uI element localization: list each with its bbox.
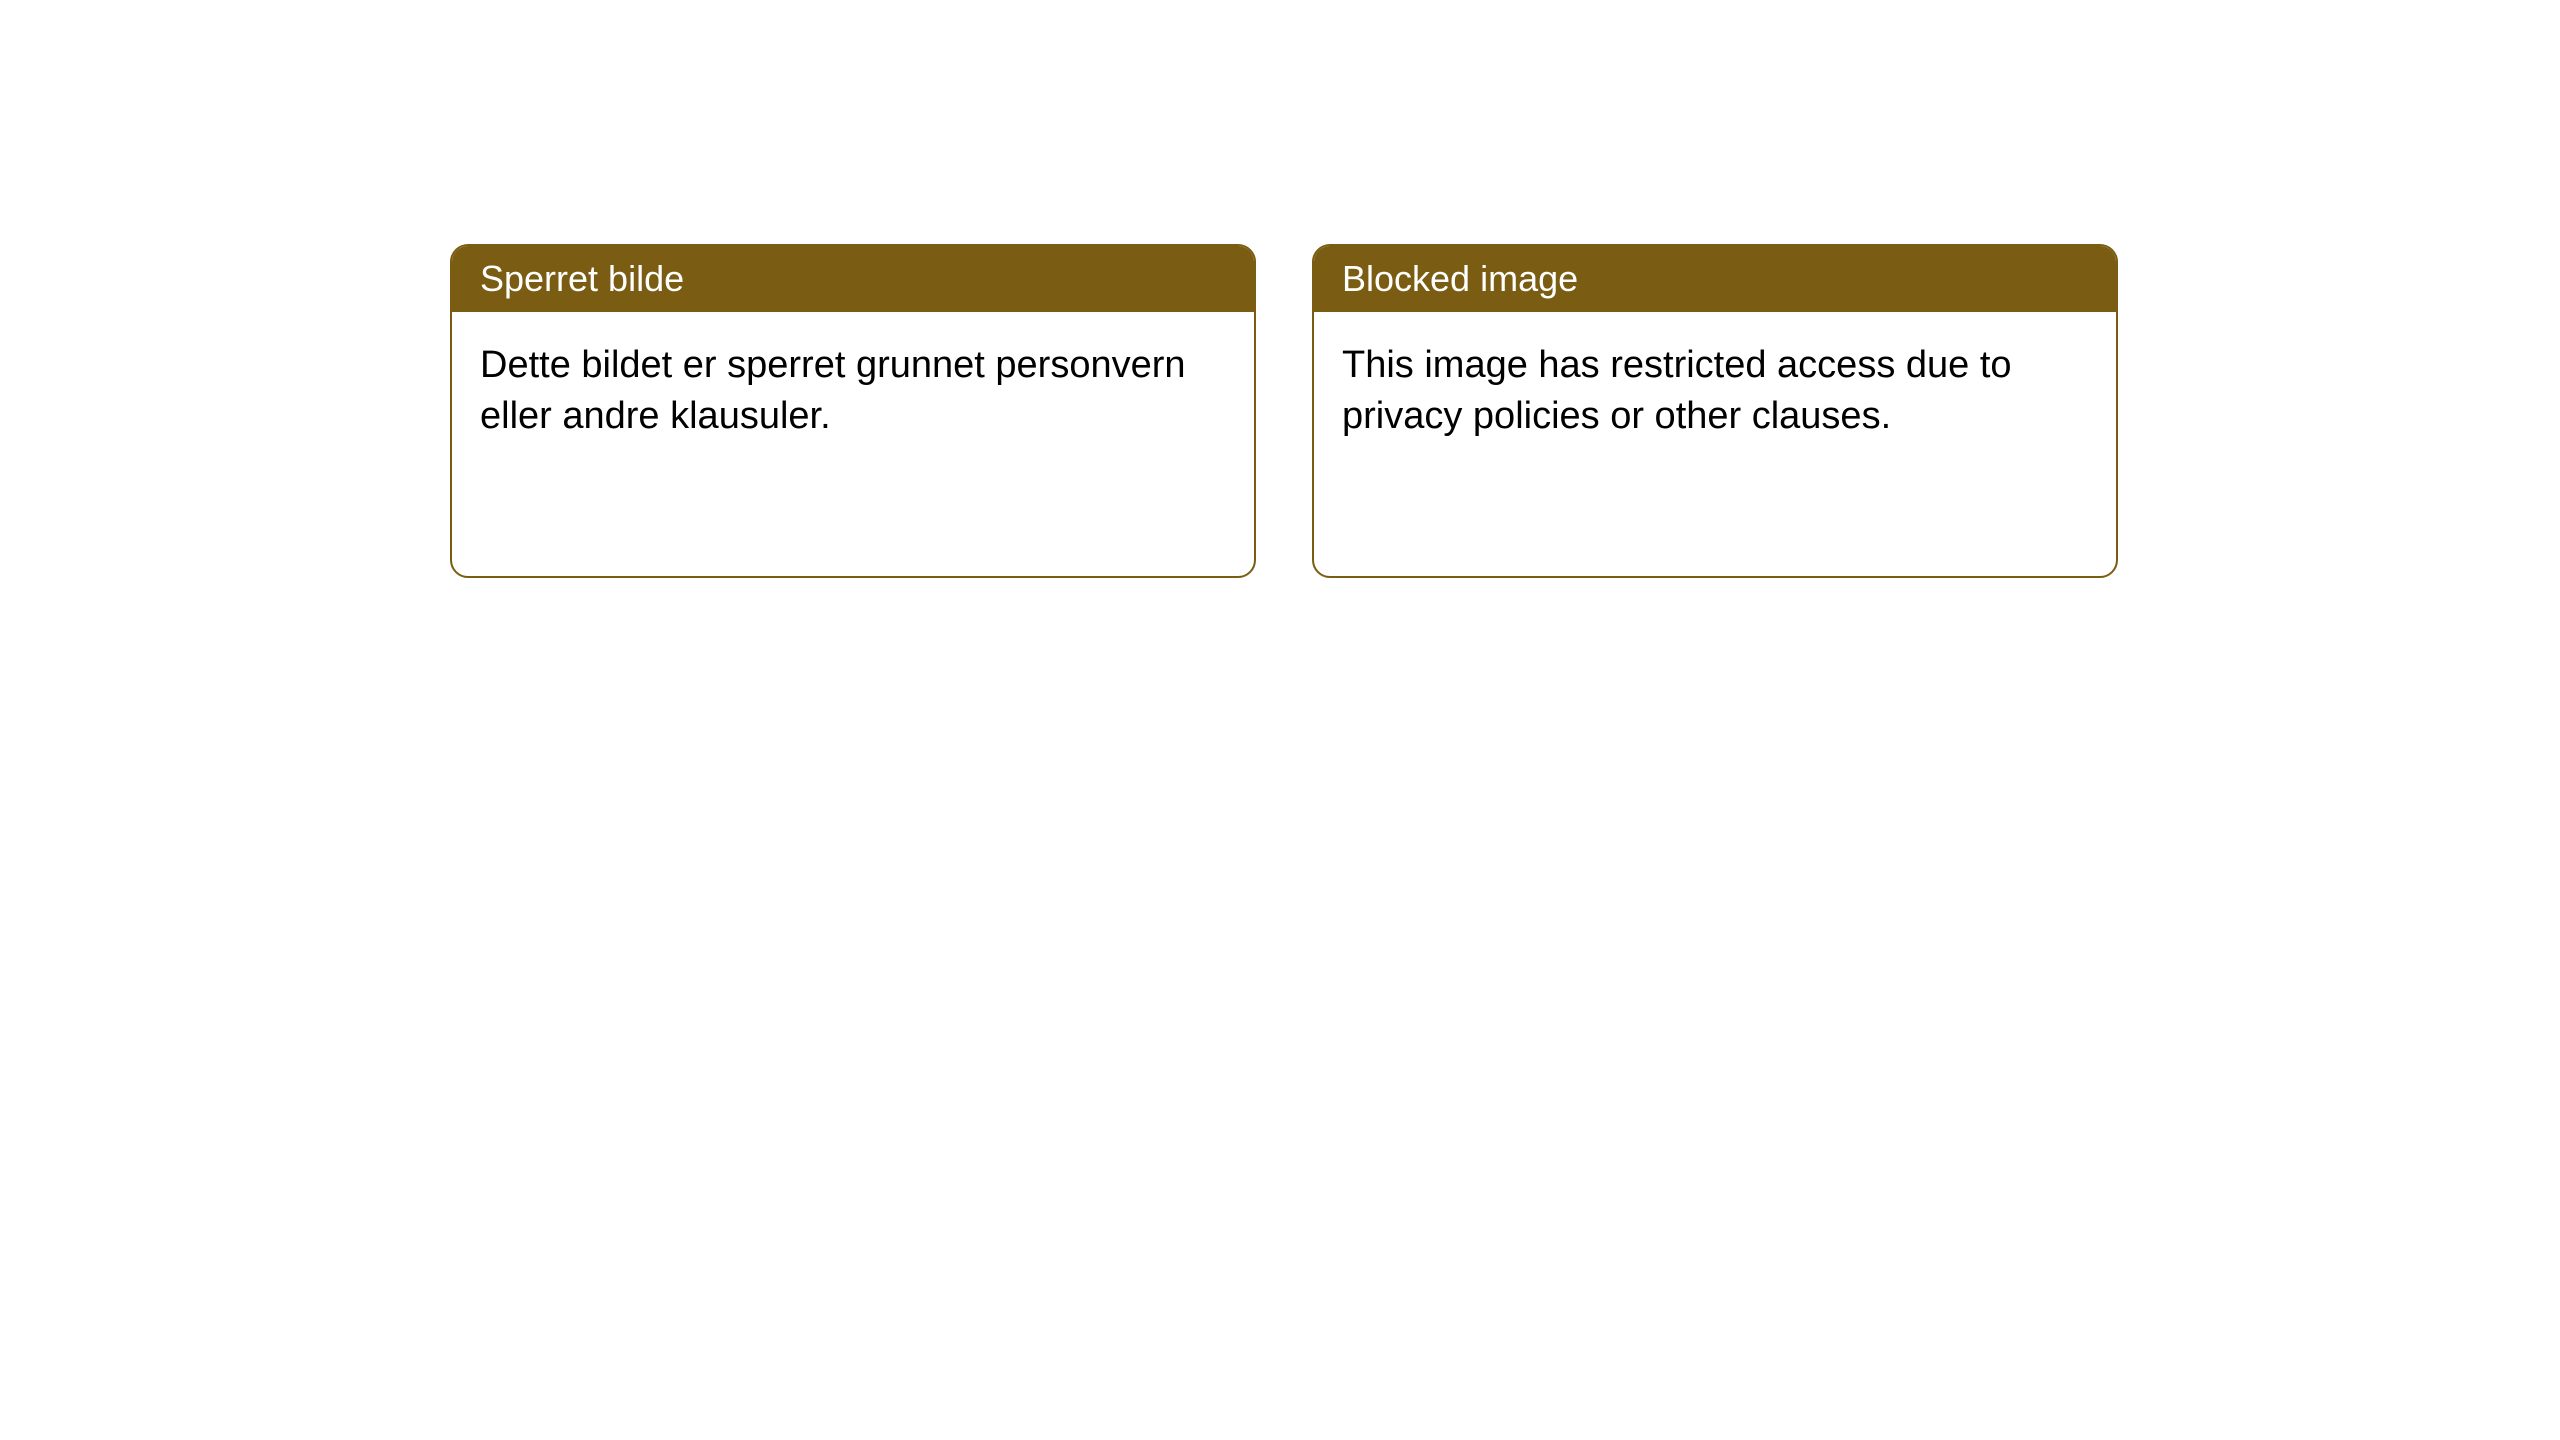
card-body: Dette bildet er sperret grunnet personve…: [452, 312, 1254, 471]
card-header: Sperret bilde: [452, 246, 1254, 312]
notice-card-norwegian: Sperret bilde Dette bildet er sperret gr…: [450, 244, 1256, 578]
card-body: This image has restricted access due to …: [1314, 312, 2116, 471]
notice-card-english: Blocked image This image has restricted …: [1312, 244, 2118, 578]
notice-cards-container: Sperret bilde Dette bildet er sperret gr…: [0, 0, 2560, 578]
card-header: Blocked image: [1314, 246, 2116, 312]
